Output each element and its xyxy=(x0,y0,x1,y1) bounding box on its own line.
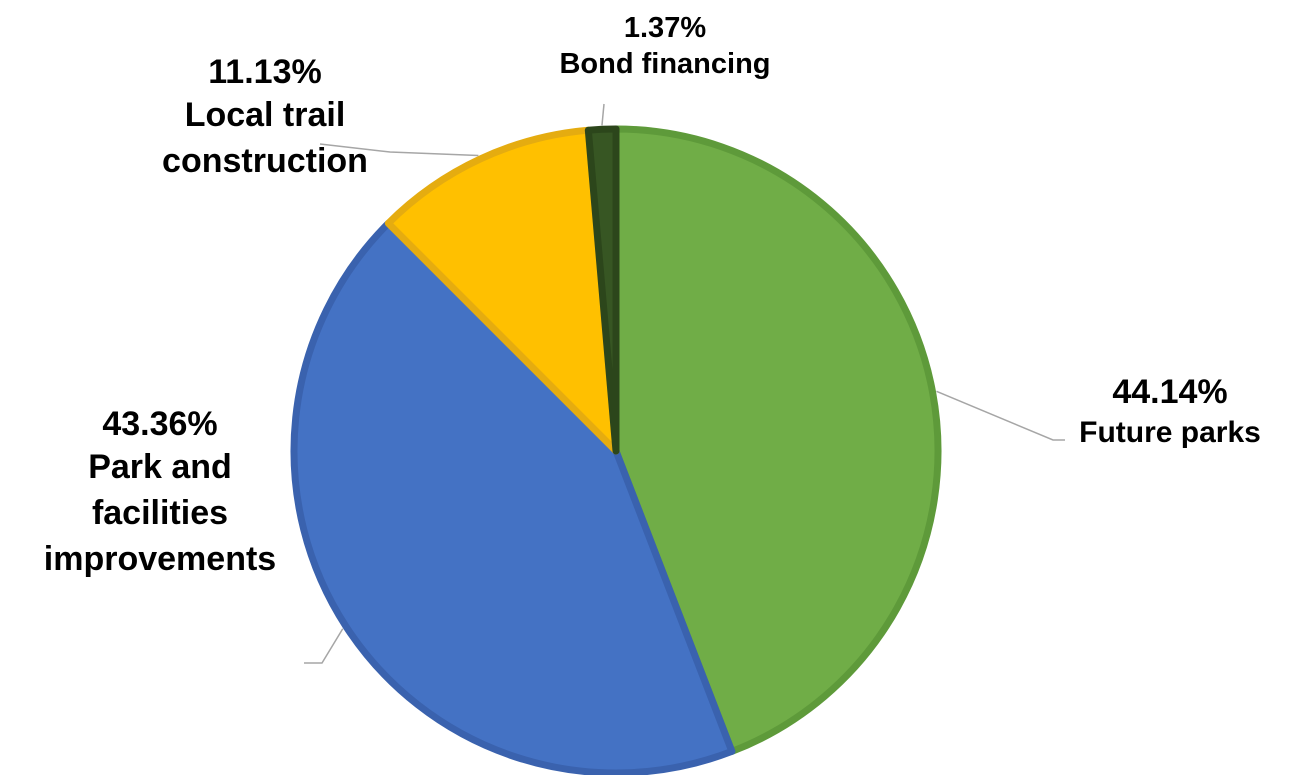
slice-name-future-parks: Future parks xyxy=(1079,416,1261,449)
pie-slice-park-and-facilities-improvements xyxy=(290,219,736,775)
leader-lines xyxy=(304,103,1065,664)
leader-line-future-parks xyxy=(936,390,1065,441)
slice-name-bond-financing: Bond financing xyxy=(559,48,771,80)
pie-slice-future-parks xyxy=(612,125,942,755)
pie-slice-bond-financing xyxy=(584,125,620,455)
slice-name-park-and-facilities: Park and facilities improvements xyxy=(43,448,277,578)
slice-name-local-trail: Local trail construction xyxy=(162,96,368,180)
slice-percent-bond-financing: 1.37% xyxy=(623,12,707,44)
leader-line-park-and-facilities xyxy=(304,628,344,664)
pie-slice-local-trail-construction xyxy=(384,126,620,455)
pie-slices xyxy=(290,125,942,775)
slice-label-future-parks: 44.14% Future parks xyxy=(1040,372,1298,454)
slice-label-park-and-facilities: 43.36% Park and facilities improvements xyxy=(10,404,310,582)
slice-label-local-trail: 11.13% Local trail construction xyxy=(120,52,410,184)
slice-percent-future-parks: 44.14% xyxy=(1112,373,1228,411)
leader-line-bond-financing xyxy=(601,103,605,126)
slice-percent-local-trail: 11.13% xyxy=(208,53,322,91)
slice-label-bond-financing: 1.37% Bond financing xyxy=(505,10,825,82)
slice-percent-park-and-facilities: 43.36% xyxy=(102,405,218,443)
leader-line-local-trail xyxy=(319,143,479,157)
